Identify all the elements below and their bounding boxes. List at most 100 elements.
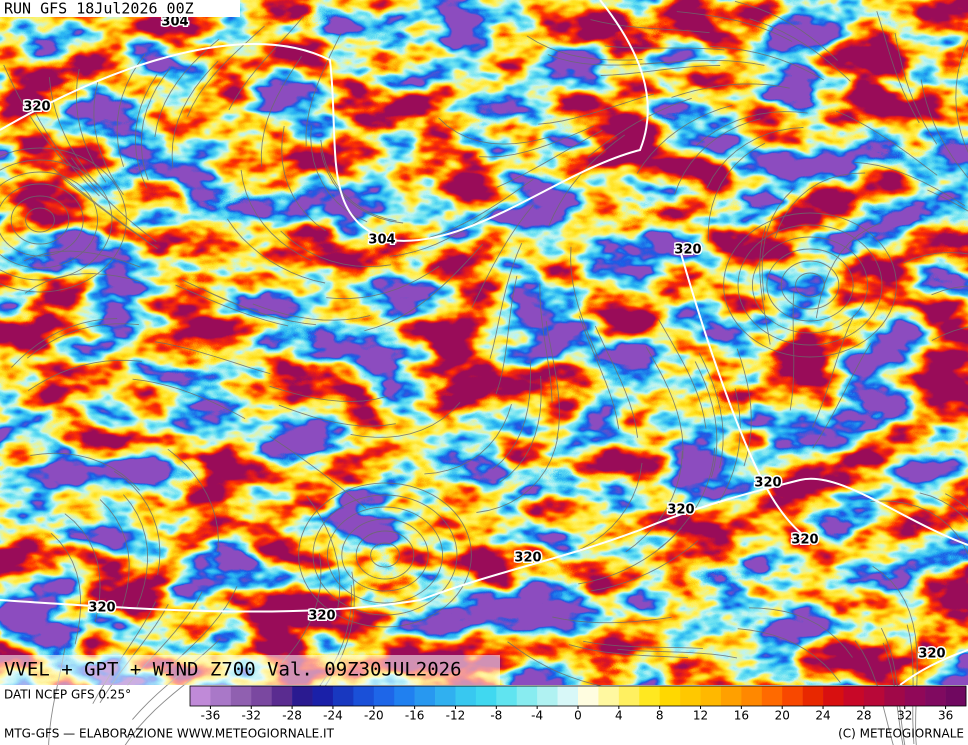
- streamline: [228, 16, 304, 111]
- color-swatch: [598, 686, 620, 706]
- streamline: [186, 25, 265, 117]
- streamline: [571, 462, 643, 554]
- streamline: [570, 246, 601, 363]
- streamline: [312, 494, 458, 616]
- streamline: [226, 218, 326, 284]
- streamline: [526, 35, 643, 61]
- streamline: [438, 117, 551, 145]
- streamline: [625, 451, 683, 553]
- streamline: [167, 448, 219, 553]
- color-swatch: [312, 686, 334, 706]
- color-swatch: [271, 686, 293, 706]
- contour-label: 320: [88, 601, 115, 616]
- streamline: [341, 518, 429, 592]
- colorbar-tick-label: -16: [405, 709, 425, 723]
- color-swatch: [435, 686, 456, 706]
- color-swatch: [761, 686, 783, 706]
- streamline: [915, 655, 918, 745]
- colorbar-tick-label: -32: [241, 709, 261, 723]
- colorbar-tick-label: -20: [364, 709, 384, 723]
- streamline: [658, 319, 707, 429]
- color-swatch: [292, 686, 313, 706]
- streamline: [698, 352, 724, 469]
- streamline: [134, 74, 158, 189]
- streamline: [280, 230, 392, 268]
- streamline: [955, 39, 968, 153]
- contour-label: 320: [754, 476, 781, 491]
- colorbar-tick-label: -12: [446, 709, 466, 723]
- color-swatch: [414, 686, 436, 706]
- color-swatch: [863, 686, 885, 706]
- streamline: [617, 648, 738, 659]
- streamline: [389, 207, 499, 257]
- streamline: [260, 55, 302, 167]
- color-swatch: [353, 686, 375, 706]
- streamline: [870, 500, 968, 556]
- streamline: [749, 18, 851, 82]
- run-label: RUN GFS 18Jul2026 00Z: [4, 0, 194, 18]
- color-swatch: [639, 686, 660, 706]
- colorbar: -36 -32 -28 -24 -20 -16 -12 -8 -4 0 4 8 12 16 20 24 28 32…: [189, 685, 967, 723]
- streamline: [50, 532, 81, 645]
- colorbar-tick-label: 36: [938, 709, 953, 723]
- color-swatch: [475, 686, 497, 706]
- streamline: [578, 316, 620, 430]
- streamline: [600, 65, 721, 76]
- streamline: [919, 492, 968, 523]
- streamline: [240, 169, 312, 261]
- streamline: [48, 77, 98, 186]
- contour-label: 320: [918, 647, 945, 662]
- streamline: [674, 118, 761, 195]
- streamline: [99, 499, 130, 611]
- streamline: [0, 183, 84, 257]
- streamline: [28, 99, 100, 197]
- streamline: [539, 283, 553, 403]
- color-swatch: [537, 686, 558, 706]
- streamline: [281, 553, 322, 663]
- color-swatch: [700, 686, 722, 706]
- streamline: [370, 542, 400, 568]
- title-box: [0, 655, 500, 685]
- streamline: [789, 290, 795, 411]
- color-swatch: [945, 686, 967, 706]
- streamline: [26, 323, 139, 359]
- color-swatch: [230, 686, 252, 706]
- color-swatch: [455, 686, 477, 706]
- streamline: [748, 607, 853, 658]
- colorbar-tick-label: 28: [856, 709, 871, 723]
- streamline: [93, 81, 124, 196]
- streamline: [132, 378, 246, 419]
- streamline: [326, 265, 440, 300]
- streamline: [636, 104, 733, 174]
- streamline: [175, 284, 289, 327]
- streamline: [927, 189, 968, 212]
- streamline: [717, 388, 741, 504]
- color-swatch: [516, 686, 538, 706]
- streamline: [812, 314, 855, 428]
- color-swatch: [884, 686, 906, 706]
- streamline: [676, 11, 793, 42]
- color-swatch: [659, 686, 681, 706]
- streamline: [751, 236, 869, 334]
- color-swatch: [720, 686, 742, 706]
- streamline: [645, 346, 684, 459]
- contour-label: 320: [791, 533, 818, 548]
- streamline: [476, 436, 559, 513]
- streamline: [51, 166, 147, 241]
- streamline: [815, 222, 880, 319]
- contour-line: [899, 649, 968, 686]
- colorbar-tick-label: -28: [282, 709, 302, 723]
- streamline: [25, 207, 55, 233]
- color-swatch: [251, 686, 272, 706]
- streamline: [578, 527, 682, 585]
- streamline: [113, 470, 161, 575]
- streamline: [64, 513, 101, 622]
- streamline: [737, 224, 883, 346]
- source-label: DATI NCEP GFS 0.25°: [4, 688, 131, 702]
- color-swatch: [782, 686, 803, 706]
- streamline: [11, 318, 118, 368]
- contour-line: [679, 249, 811, 541]
- streamline: [27, 359, 142, 391]
- streamline: [945, 493, 968, 510]
- streamline: [707, 142, 766, 242]
